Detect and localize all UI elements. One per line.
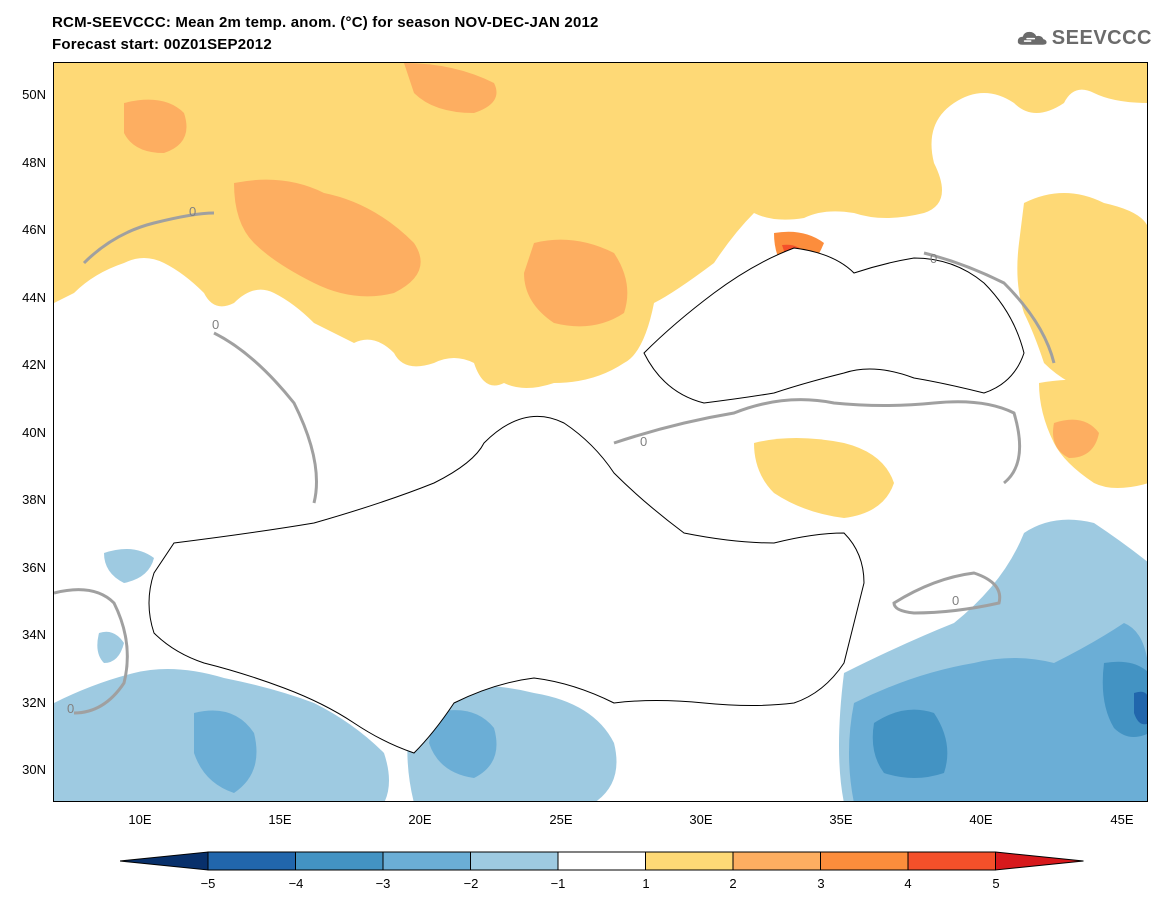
lat-label: 44N: [22, 290, 46, 305]
lon-label: 35E: [829, 812, 853, 827]
cool-anomaly-3-4: [872, 661, 1147, 778]
colorbar-segment: [820, 851, 909, 871]
zero-contours: [54, 211, 1056, 715]
lat-label: 38N: [22, 492, 46, 507]
colorbar-segment: [470, 851, 559, 871]
colorbar-segment: [120, 851, 209, 871]
lat-label: 42N: [22, 357, 46, 372]
colorbar-label: −1: [550, 876, 566, 891]
lat-label: 30N: [22, 762, 46, 777]
colorbar-segment: [557, 851, 646, 871]
lat-label: 50N: [22, 87, 46, 102]
colorbar-segment: [995, 851, 1084, 871]
map-panel: 0 0 0 0 0 0: [53, 62, 1148, 802]
lon-label: 25E: [549, 812, 573, 827]
colorbar-label: 3: [817, 876, 825, 891]
colorbar-label: −3: [375, 876, 391, 891]
seevccc-logo: SEEVCCC: [1016, 22, 1152, 54]
anomaly-map: 0 0 0 0 0 0: [54, 63, 1147, 801]
contour-label: 0: [189, 204, 196, 219]
lat-label: 46N: [22, 222, 46, 237]
colorbar-label: −2: [463, 876, 479, 891]
lon-label: 15E: [268, 812, 292, 827]
colorbar-segment: [207, 851, 296, 871]
lon-label: 40E: [969, 812, 993, 827]
contour-label: 0: [952, 593, 959, 608]
colorbar-label: 4: [904, 876, 912, 891]
mediterranean-sea: [148, 415, 865, 754]
colorbar-segment: [907, 851, 996, 871]
colorbar-label: 5: [992, 876, 1000, 891]
colorbar-segment: [295, 851, 384, 871]
contour-label: 0: [930, 251, 937, 266]
lon-label: 10E: [128, 812, 152, 827]
colorbar-label: −5: [200, 876, 216, 891]
lon-label: 45E: [1110, 812, 1134, 827]
lat-label: 36N: [22, 560, 46, 575]
lat-label: 40N: [22, 425, 46, 440]
lon-label: 30E: [689, 812, 713, 827]
colorbar-label: −4: [288, 876, 304, 891]
map-title: RCM-SEEVCCC: Mean 2m temp. anom. (°C) fo…: [52, 14, 599, 31]
colorbar-segment: [645, 851, 734, 871]
colorbar-segment: [382, 851, 471, 871]
colorbar-label: 2: [729, 876, 737, 891]
lat-label: 34N: [22, 627, 46, 642]
contour-label: 0: [67, 701, 74, 716]
colorbar: [120, 851, 1084, 871]
lat-label: 32N: [22, 695, 46, 710]
contour-label: 0: [212, 317, 219, 332]
lon-label: 20E: [408, 812, 432, 827]
cloud-icon: [1017, 31, 1047, 45]
black-sea: [643, 247, 1025, 404]
colorbar-label: 1: [642, 876, 650, 891]
lat-label: 48N: [22, 155, 46, 170]
forecast-start: Forecast start: 00Z01SEP2012: [52, 36, 272, 53]
logo-text: SEEVCCC: [1051, 26, 1152, 49]
colorbar-segment: [732, 851, 821, 871]
warm-anomaly-2-3: [124, 63, 1099, 458]
contour-label: 0: [640, 434, 647, 449]
